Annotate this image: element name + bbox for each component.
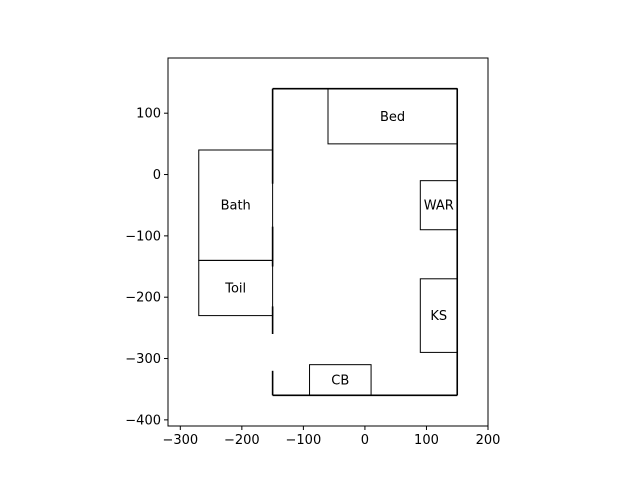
axes	[164, 57, 489, 430]
outer-walls	[271, 87, 459, 397]
y-tick-label: −100	[125, 229, 161, 244]
axes-frame	[167, 57, 489, 427]
room-label-bed: Bed	[380, 110, 405, 125]
room-label-war: WAR	[424, 199, 454, 214]
x-tick-label: 100	[414, 433, 439, 448]
x-tick-label: 0	[361, 433, 369, 448]
room-label-cb: CB	[331, 374, 349, 389]
x-tick-label: −300	[162, 433, 198, 448]
room-toil	[198, 259, 274, 317]
y-tick-label: −400	[125, 413, 161, 428]
y-tick-label: 100	[136, 107, 161, 122]
room-label-bath: Bath	[221, 199, 251, 214]
room-label-ks: KS	[430, 309, 447, 324]
room-label-toil: Toil	[224, 282, 246, 297]
x-tick-label: 200	[476, 433, 501, 448]
y-tick-label: −300	[125, 352, 161, 367]
x-tick-label: −100	[286, 433, 322, 448]
rooms-layer: Bed WAR KS CB Bath Toil	[198, 88, 458, 396]
x-tick-label: −200	[224, 433, 260, 448]
y-tick-label: −200	[125, 291, 161, 306]
y-tick-label: 0	[153, 168, 161, 183]
